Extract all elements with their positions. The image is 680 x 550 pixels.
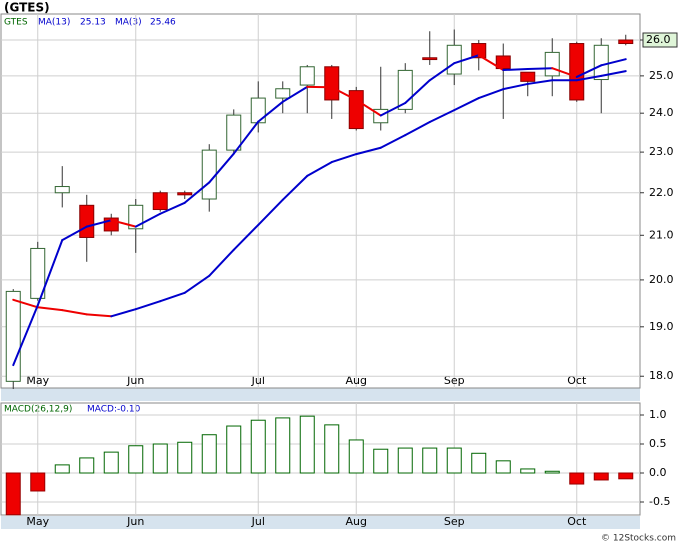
axis-strip [1, 388, 640, 401]
macd-bar [55, 465, 69, 473]
macd-bar [104, 452, 118, 473]
y-tick-label: 19.0 [649, 320, 674, 333]
candle-body [6, 291, 20, 381]
macd-bar [594, 473, 608, 480]
y-tick-label: 0.0 [649, 466, 667, 479]
symbol: GTES [4, 18, 28, 28]
macd-bar [472, 453, 486, 473]
candle-body [300, 67, 314, 85]
y-tick-label: -0.5 [649, 495, 670, 508]
x-tick-label: Oct [567, 515, 587, 528]
macd-bar [447, 448, 461, 473]
x-tick-label: Aug [346, 515, 367, 528]
y-tick-label: 25.0 [649, 69, 674, 82]
y-tick-label: 21.0 [649, 228, 674, 241]
y-tick-label: 18.0 [649, 369, 674, 382]
y-tick-label: 23.0 [649, 145, 674, 158]
legend-label: MA(13) [38, 18, 70, 28]
y-tick-label: 24.0 [649, 106, 674, 119]
macd-bar [80, 458, 94, 473]
macd-bar [570, 473, 584, 484]
macd-bar [398, 448, 412, 473]
legend-label: MA(3) [115, 18, 142, 28]
x-tick-label: Jul [251, 515, 265, 528]
macd-bar [129, 446, 143, 473]
macd-bar [153, 444, 167, 473]
x-tick-label: Jun [126, 515, 144, 528]
ma-segment [503, 69, 528, 70]
macd-bar [300, 416, 314, 473]
legend-value: 25.13 [80, 18, 106, 28]
macd-bar [6, 473, 20, 515]
axis-strip [1, 516, 640, 529]
candle-body [153, 193, 167, 210]
candle-body [325, 67, 339, 100]
y-tick-label: 1.0 [649, 408, 667, 421]
macd-bar [496, 461, 510, 473]
macd-bar [227, 426, 241, 473]
y-tick-label: 0.5 [649, 437, 667, 450]
macd-bar [325, 425, 339, 473]
macd-bar [202, 435, 216, 473]
macd-bar [521, 469, 535, 473]
footer: © 12Stocks.com [601, 534, 676, 544]
macd-bar [31, 473, 45, 491]
chart-title: (GTES) [4, 1, 50, 15]
macd-bar [178, 442, 192, 473]
candle-body [178, 193, 192, 195]
ma-segment [528, 68, 553, 69]
macd-bar [374, 449, 388, 473]
macd-bar [423, 448, 437, 473]
macd-annotation: MACD:-0.10 [87, 405, 141, 415]
y-tick-label: 22.0 [649, 186, 674, 199]
candle-body [251, 98, 265, 123]
macd-bar [619, 473, 633, 479]
candle-body [521, 72, 535, 81]
x-tick-label: May [26, 515, 49, 528]
candle-body [570, 44, 584, 100]
macd-bar [251, 420, 265, 473]
macd-bar [349, 440, 363, 473]
candle-body [447, 45, 461, 74]
candle-body [423, 58, 437, 60]
candle-body [227, 115, 241, 150]
candle-body [55, 187, 69, 193]
x-tick-label: Sep [444, 515, 465, 528]
legend-value: 25.46 [150, 18, 176, 28]
candle-body [276, 89, 290, 98]
candle-body [619, 40, 633, 44]
macd-bar [276, 418, 290, 473]
candle-body [202, 150, 216, 199]
y-tick-label: 20.0 [649, 273, 674, 286]
macd-bar [545, 471, 559, 473]
candle-body [80, 205, 94, 237]
candle-body [545, 52, 559, 75]
last-price-label: 26.0 [646, 33, 671, 46]
